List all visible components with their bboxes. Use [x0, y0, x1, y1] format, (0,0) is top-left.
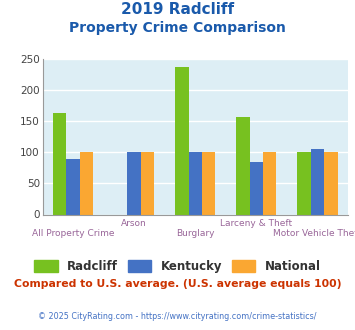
- Bar: [127, 152, 141, 214]
- Text: Motor Vehicle Theft: Motor Vehicle Theft: [273, 229, 355, 238]
- Text: Compared to U.S. average. (U.S. average equals 100): Compared to U.S. average. (U.S. average …: [14, 279, 341, 289]
- Text: 2019 Radcliff: 2019 Radcliff: [121, 2, 234, 16]
- Bar: [53, 114, 66, 214]
- Text: Larceny & Theft: Larceny & Theft: [220, 219, 293, 228]
- Bar: [250, 162, 263, 214]
- Bar: [263, 152, 277, 214]
- Text: Burglary: Burglary: [176, 229, 214, 238]
- Bar: [236, 117, 250, 214]
- Bar: [189, 152, 202, 214]
- Text: All Property Crime: All Property Crime: [32, 229, 114, 238]
- Bar: [202, 152, 215, 214]
- Bar: [175, 67, 189, 214]
- Bar: [297, 152, 311, 214]
- Text: Property Crime Comparison: Property Crime Comparison: [69, 21, 286, 35]
- Bar: [324, 152, 338, 214]
- Bar: [80, 152, 93, 214]
- Text: Arson: Arson: [121, 219, 147, 228]
- Text: © 2025 CityRating.com - https://www.cityrating.com/crime-statistics/: © 2025 CityRating.com - https://www.city…: [38, 312, 317, 321]
- Bar: [311, 149, 324, 214]
- Bar: [141, 152, 154, 214]
- Bar: [66, 159, 80, 214]
- Legend: Radcliff, Kentucky, National: Radcliff, Kentucky, National: [29, 255, 326, 278]
